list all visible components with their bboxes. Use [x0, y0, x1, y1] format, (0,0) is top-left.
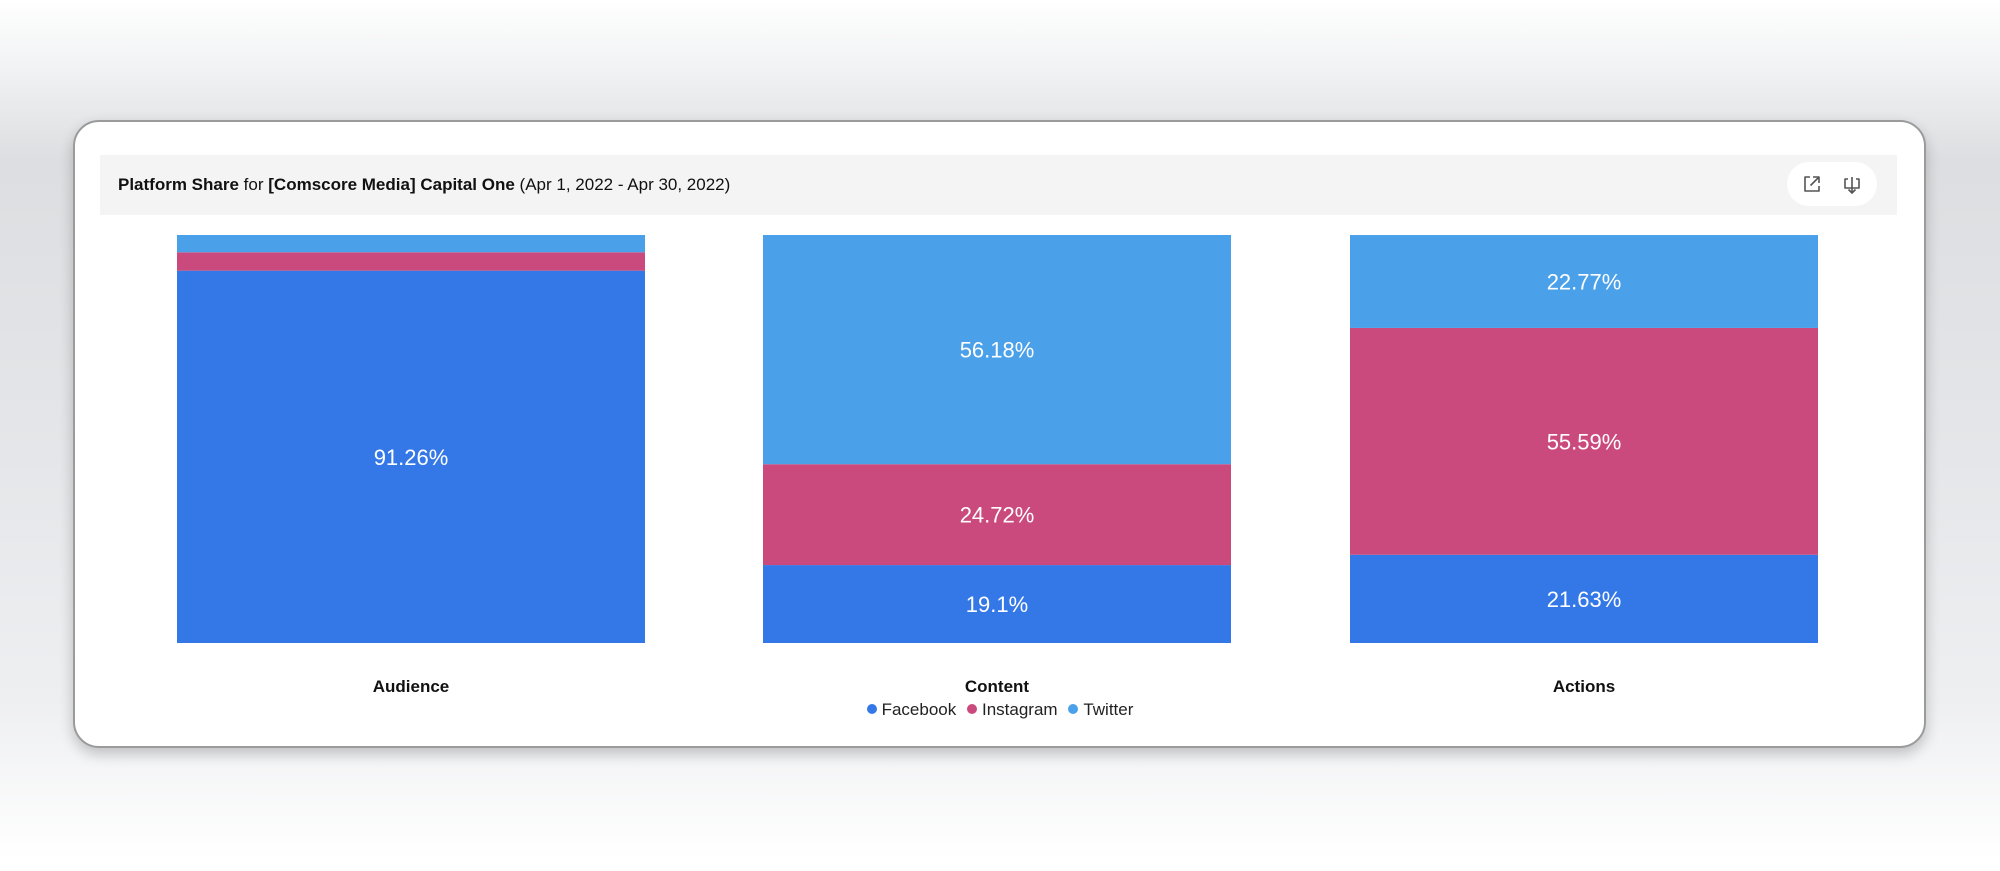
category-label-content: Content — [965, 677, 1030, 696]
legend-dot-instagram — [967, 704, 977, 714]
data-label-content-facebook: 19.1% — [966, 592, 1028, 617]
legend-label-instagram: Instagram — [982, 700, 1058, 719]
legend-item-facebook[interactable]: Facebook — [866, 700, 957, 720]
legend-dot-twitter — [1068, 704, 1079, 714]
data-label-content-instagram: 24.72% — [960, 503, 1035, 528]
title-account: [Comscore Media] Capital One — [268, 175, 515, 194]
title-metric: Platform Share — [118, 175, 239, 194]
bar-segment-content-facebook[interactable] — [763, 565, 1231, 643]
chart-title: Platform Share for [Comscore Media] Capi… — [118, 155, 730, 215]
card-header: Platform Share for [Comscore Media] Capi… — [100, 155, 1897, 215]
external-link-icon[interactable] — [1799, 171, 1825, 197]
chart-legend: Facebook Instagram Twitter — [0, 700, 2000, 720]
data-label-actions-instagram: 55.59% — [1547, 429, 1622, 454]
bar-segment-actions-facebook[interactable] — [1350, 554, 1818, 643]
bar-segment-actions-instagram[interactable] — [1350, 327, 1818, 555]
title-date-range: (Apr 1, 2022 - Apr 30, 2022) — [519, 175, 731, 194]
title-for: for — [243, 175, 264, 194]
data-label-content-twitter: 56.18% — [960, 338, 1035, 363]
bar-segment-audience-facebook[interactable] — [177, 270, 645, 643]
category-label-actions: Actions — [1553, 677, 1615, 696]
bar-segment-content-instagram[interactable] — [763, 464, 1231, 566]
legend-dot-facebook — [866, 704, 877, 714]
header-actions — [1787, 162, 1877, 206]
category-label-audience: Audience — [373, 677, 450, 696]
legend-item-twitter[interactable]: Twitter — [1068, 700, 1133, 720]
data-label-actions-facebook: 21.63% — [1547, 587, 1622, 612]
data-label-actions-twitter: 22.77% — [1547, 269, 1622, 294]
download-icon[interactable] — [1839, 171, 1865, 197]
legend-item-instagram[interactable]: Instagram — [967, 700, 1058, 720]
legend-label-facebook: Facebook — [881, 700, 957, 719]
legend-label-twitter: Twitter — [1083, 700, 1134, 719]
bar-segment-audience-twitter[interactable] — [177, 235, 645, 253]
bar-segment-actions-twitter[interactable] — [1350, 235, 1818, 328]
data-label-audience-facebook: 91.26% — [374, 445, 449, 470]
bar-segment-audience-instagram[interactable] — [177, 252, 645, 271]
bar-segment-content-twitter[interactable] — [763, 235, 1231, 465]
